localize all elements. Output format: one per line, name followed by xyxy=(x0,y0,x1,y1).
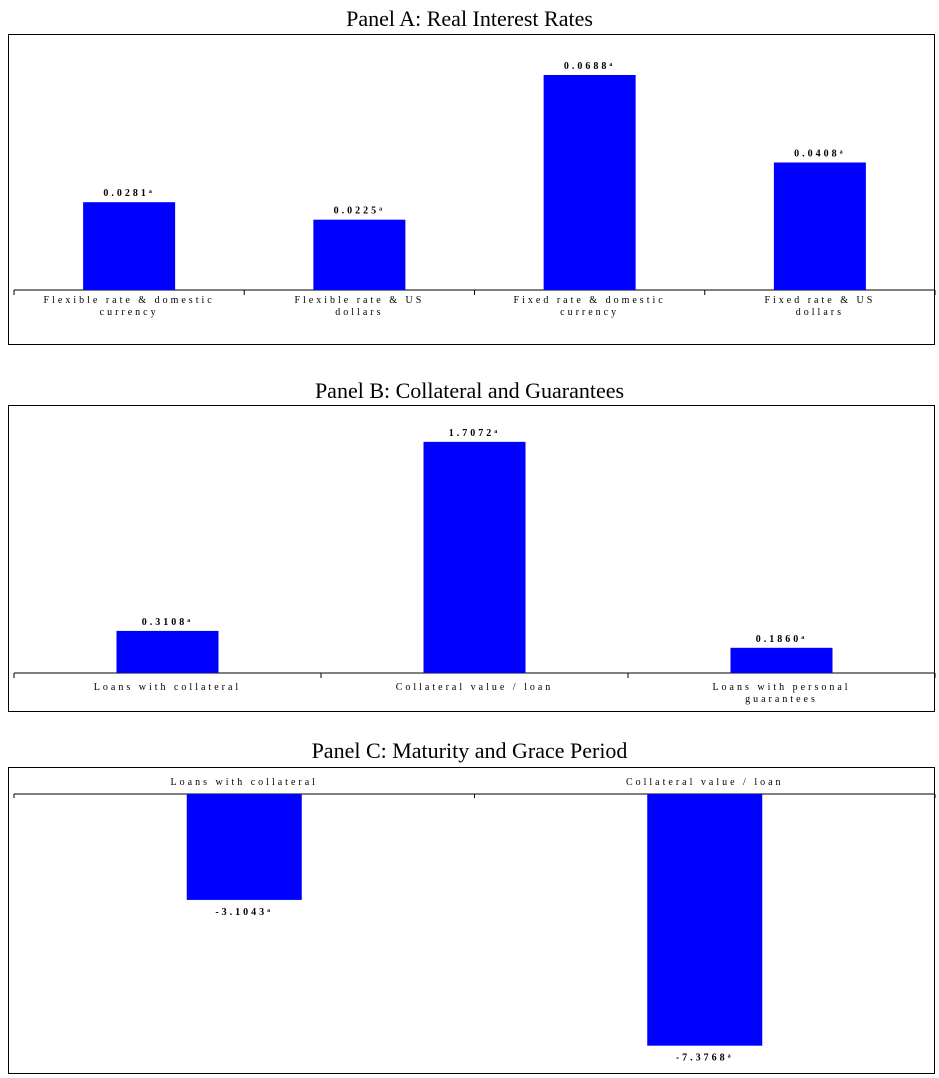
panel-b-title: Panel B: Collateral and Guarantees xyxy=(314,378,625,403)
category-label: Loans with personal xyxy=(712,682,850,693)
data-label: 0.0281a xyxy=(103,188,155,199)
category-label: Flexible rate & domestic xyxy=(44,295,215,306)
panel-c-frame xyxy=(8,767,935,1074)
bar xyxy=(730,647,833,673)
bar xyxy=(313,219,406,290)
category-label: currency xyxy=(560,307,619,318)
category-label: guarantees xyxy=(745,694,818,705)
data-label: 0.3108a xyxy=(142,617,194,628)
bar xyxy=(773,162,866,290)
category-label: dollars xyxy=(796,307,844,318)
panel-c-title: Panel C: Maturity and Grace Period xyxy=(311,738,628,763)
data-label: -3.1043a xyxy=(215,907,273,918)
bar xyxy=(543,75,636,290)
panel-a-title: Panel A: Real Interest Rates xyxy=(346,6,593,31)
data-label: 0.0408a xyxy=(794,149,846,160)
category-label: Loans with collateral xyxy=(94,682,241,693)
category-label: Loans with collateral xyxy=(171,777,318,788)
data-label: 0.0688a xyxy=(564,61,616,72)
bar xyxy=(647,794,763,1046)
bar xyxy=(83,202,176,290)
category-label: Collateral value / loan xyxy=(396,682,554,693)
data-label: 1.7072a xyxy=(449,428,501,439)
data-label: 0.0225a xyxy=(334,206,386,217)
category-label: Collateral value / loan xyxy=(626,777,784,788)
data-label: 0.1860a xyxy=(756,634,808,645)
category-label: Fixed rate & domestic xyxy=(514,295,666,306)
panel-b-frame xyxy=(8,405,935,712)
panel-a-frame xyxy=(8,34,935,345)
bar xyxy=(423,441,526,673)
category-label: Fixed rate & US xyxy=(764,295,875,306)
bar xyxy=(116,630,219,673)
bar xyxy=(186,794,302,900)
data-label: -7.3768a xyxy=(676,1053,734,1064)
category-label: Flexible rate & US xyxy=(294,295,424,306)
category-label: dollars xyxy=(335,307,383,318)
category-label: currency xyxy=(100,307,159,318)
